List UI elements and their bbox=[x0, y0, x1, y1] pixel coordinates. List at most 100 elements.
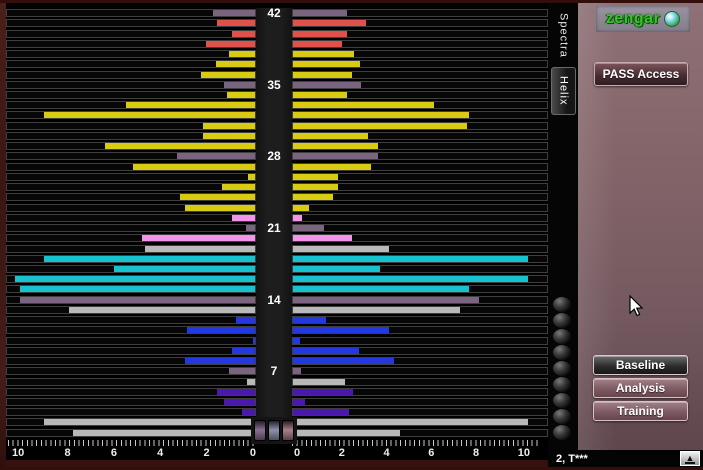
axis-tick-label: 8 bbox=[64, 447, 71, 459]
pass-access-button[interactable]: PASS Access bbox=[594, 62, 688, 86]
right-track bbox=[292, 336, 548, 345]
left-bar bbox=[125, 102, 255, 109]
center-spacer bbox=[256, 295, 292, 305]
left-track bbox=[6, 60, 256, 69]
zengar-globe-icon bbox=[664, 11, 681, 27]
right-bar bbox=[293, 51, 355, 58]
left-bar bbox=[104, 143, 255, 150]
spectrum-chart: 42 35 28 21 14 7 10 8 6 4 2 0 0 2 4 6 8 10 bbox=[6, 3, 548, 460]
left-bar bbox=[245, 225, 255, 232]
axis-tick-label: 4 bbox=[157, 447, 164, 459]
right-track bbox=[292, 408, 548, 417]
left-track bbox=[6, 428, 256, 437]
center-fader-widget bbox=[251, 417, 297, 444]
right-track bbox=[292, 398, 548, 407]
chart-row bbox=[6, 202, 548, 212]
right-bar bbox=[293, 306, 460, 313]
right-track bbox=[292, 90, 548, 99]
left-bar bbox=[184, 358, 255, 365]
window-frame-left bbox=[0, 0, 6, 470]
zengar-logo: zengar bbox=[596, 6, 690, 32]
tab-spectra[interactable]: Spectra bbox=[557, 12, 570, 58]
fader-tile-steel[interactable] bbox=[268, 420, 280, 441]
left-track bbox=[6, 183, 256, 192]
right-track bbox=[292, 224, 548, 233]
right-track bbox=[292, 50, 548, 59]
right-track bbox=[292, 387, 548, 396]
eject-button[interactable]: ▲ bbox=[680, 451, 700, 466]
right-bar bbox=[293, 204, 310, 211]
chart-row bbox=[6, 151, 548, 161]
sphere-bump-icon bbox=[553, 313, 571, 328]
left-axis-labels: 10 8 6 4 2 0 bbox=[8, 447, 260, 460]
chart-row bbox=[6, 325, 548, 335]
left-bar bbox=[242, 409, 255, 416]
chart-row bbox=[6, 243, 548, 253]
left-bar bbox=[203, 122, 255, 129]
left-track bbox=[6, 357, 256, 366]
right-bar bbox=[293, 429, 400, 436]
left-track bbox=[6, 387, 256, 396]
left-track bbox=[6, 244, 256, 253]
right-track bbox=[292, 111, 548, 120]
center-spacer bbox=[256, 141, 292, 151]
left-bar bbox=[20, 286, 255, 293]
right-track bbox=[292, 357, 548, 366]
right-bar bbox=[293, 388, 353, 395]
right-bar bbox=[293, 143, 378, 150]
left-bar bbox=[216, 61, 255, 68]
left-track bbox=[6, 193, 256, 202]
left-bar bbox=[205, 40, 255, 47]
center-spacer bbox=[256, 39, 292, 49]
chart-row bbox=[6, 80, 548, 90]
center-spacer bbox=[256, 59, 292, 69]
analysis-button[interactable]: Analysis bbox=[593, 378, 688, 398]
baseline-button[interactable]: Baseline bbox=[593, 355, 688, 375]
right-track bbox=[292, 39, 548, 48]
right-track bbox=[292, 234, 548, 243]
right-bar bbox=[293, 20, 366, 27]
left-track bbox=[6, 254, 256, 263]
right-bar bbox=[293, 235, 352, 242]
left-bar bbox=[224, 81, 255, 88]
fader-tile-mauve[interactable] bbox=[254, 420, 266, 441]
left-track bbox=[6, 234, 256, 243]
zengar-logo-text: zengar bbox=[605, 10, 661, 27]
chart-row bbox=[6, 407, 548, 417]
center-spacer bbox=[256, 172, 292, 182]
axis-tick-label: 2 bbox=[203, 447, 210, 459]
left-track bbox=[6, 90, 256, 99]
left-bar bbox=[203, 132, 255, 139]
sphere-bump-icon bbox=[553, 345, 571, 360]
left-track bbox=[6, 367, 256, 376]
right-track bbox=[292, 203, 548, 212]
chart-row bbox=[6, 366, 548, 376]
left-track bbox=[6, 326, 256, 335]
left-bar bbox=[217, 388, 255, 395]
left-axis-ticks bbox=[8, 440, 256, 446]
right-track bbox=[292, 275, 548, 284]
left-bar bbox=[231, 347, 255, 354]
right-bar bbox=[293, 214, 303, 221]
right-track bbox=[292, 193, 548, 202]
left-track bbox=[6, 111, 256, 120]
left-bar bbox=[142, 235, 255, 242]
center-spacer bbox=[256, 305, 292, 315]
window-frame-top bbox=[0, 0, 703, 3]
chart-row bbox=[6, 397, 548, 407]
training-button[interactable]: Training bbox=[593, 401, 688, 421]
chart-row bbox=[6, 39, 548, 49]
right-bar bbox=[293, 225, 324, 232]
right-bar bbox=[293, 399, 305, 406]
frequency-label: 21 bbox=[267, 221, 281, 236]
right-track bbox=[292, 244, 548, 253]
fader-tile-rose[interactable] bbox=[282, 420, 294, 441]
tab-helix[interactable]: Helix bbox=[551, 67, 576, 115]
chart-row bbox=[6, 162, 548, 172]
center-spacer bbox=[256, 110, 292, 120]
chart-row bbox=[6, 315, 548, 325]
axis-tick-label: 2 bbox=[338, 447, 345, 459]
chart-row bbox=[6, 233, 548, 243]
right-track bbox=[292, 60, 548, 69]
left-track bbox=[6, 418, 256, 427]
